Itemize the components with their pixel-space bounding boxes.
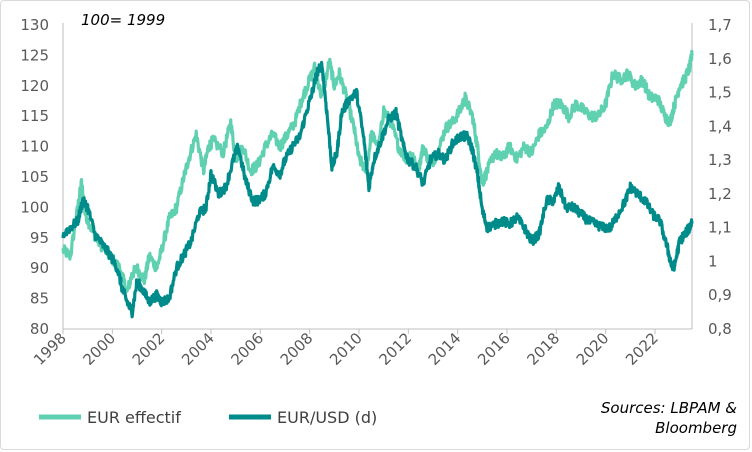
- right-tick-label: 0,9: [708, 286, 732, 304]
- source-line-1: Sources: LBPAM &: [601, 399, 737, 417]
- x-tick-label: 2010: [326, 329, 366, 369]
- left-tick-label: 95: [30, 229, 49, 247]
- right-tick-label: 1: [708, 252, 718, 270]
- left-axis-tick-labels: 80 85 90 95 100 105 110 115 120 125 130: [20, 16, 49, 338]
- chart-series: [61, 49, 694, 319]
- x-tick-label: 2020: [573, 329, 613, 369]
- x-tick-label: 2000: [79, 329, 119, 369]
- right-tick-label: 1,7: [708, 16, 732, 34]
- legend-label-eur-effectif: EUR effectif: [87, 408, 181, 427]
- series-line-0: [61, 49, 694, 295]
- right-tick-label: 1,3: [708, 151, 732, 169]
- x-tick-label: 2018: [523, 329, 563, 369]
- x-tick-label: 2016: [474, 329, 514, 369]
- right-tick-label: 1,1: [708, 219, 732, 237]
- left-tick-label: 125: [20, 46, 49, 64]
- right-axis-tick-labels: 0,8 0,9 1 1,1 1,2 1,3 1,4 1,5 1,6 1,7: [708, 16, 732, 338]
- legend-label-eur-usd: EUR/USD (d): [277, 408, 377, 427]
- right-tick-label: 1,5: [708, 84, 732, 102]
- legend: EUR effectif EUR/USD (d): [39, 408, 377, 427]
- base-year-note: 100= 1999: [81, 11, 165, 29]
- x-tick-label: 2012: [375, 329, 415, 369]
- right-tick-label: 1,6: [708, 50, 732, 68]
- right-tick-label: 0,8: [708, 320, 732, 338]
- right-tick-label: 1,2: [708, 185, 732, 203]
- right-tick-label: 1,4: [708, 117, 732, 135]
- left-tick-label: 90: [30, 259, 49, 277]
- left-tick-label: 100: [20, 198, 49, 216]
- x-tick-label: 2022: [622, 329, 662, 369]
- x-tick-label: 2008: [277, 329, 317, 369]
- x-tick-label: 2006: [227, 329, 267, 369]
- left-tick-label: 115: [20, 107, 49, 125]
- left-tick-label: 105: [20, 168, 49, 186]
- chart-axes: [62, 23, 693, 330]
- left-tick-label: 80: [30, 320, 49, 338]
- left-tick-label: 85: [30, 290, 49, 308]
- x-tick-label: 2002: [129, 329, 169, 369]
- left-tick-label: 110: [20, 138, 49, 156]
- x-tick-label: 2004: [178, 329, 218, 369]
- left-tick-label: 130: [20, 16, 49, 34]
- left-tick-label: 120: [20, 77, 49, 95]
- x-axis-tick-labels: 1998 2000 2002 2004 2006 2008 2010 2012 2014 2016…: [30, 329, 662, 369]
- source-line-2: Bloomberg: [655, 419, 737, 437]
- x-tick-label: 2014: [425, 329, 465, 369]
- series-line-1: [61, 60, 694, 319]
